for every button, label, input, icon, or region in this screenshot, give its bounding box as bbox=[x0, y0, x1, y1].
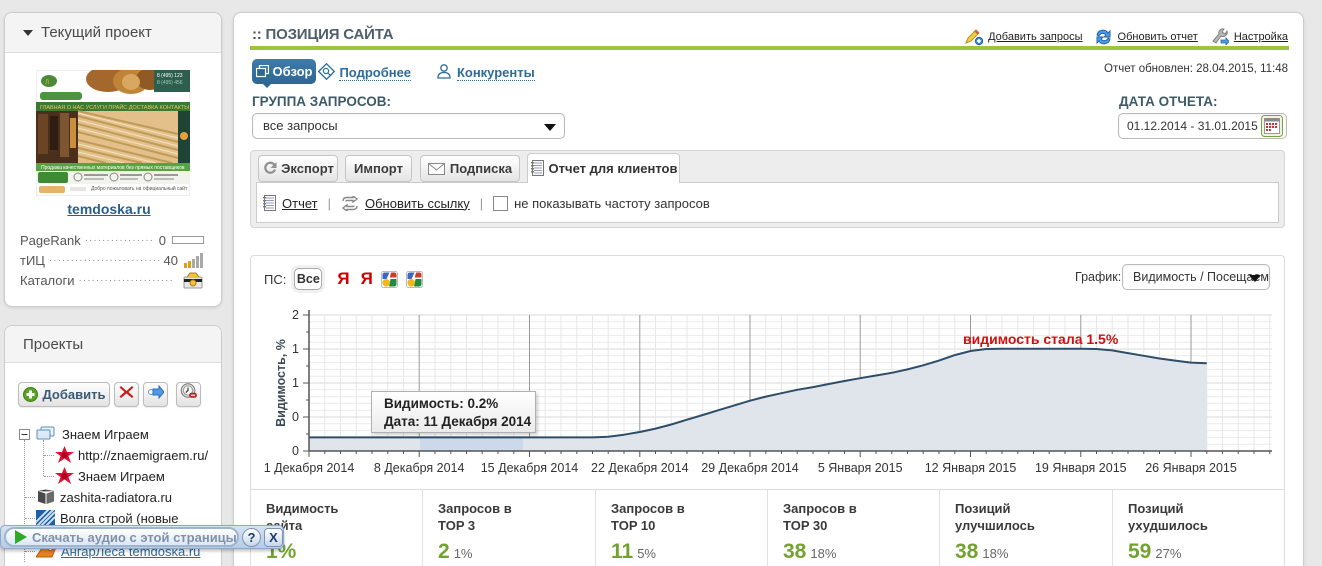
svg-text:Добро пожаловать на официальны: Добро пожаловать на официальный сайт bbox=[91, 185, 188, 192]
svg-text:2: 2 bbox=[292, 308, 299, 322]
svg-text:1: 1 bbox=[292, 342, 299, 356]
svg-text:1: 1 bbox=[292, 376, 299, 390]
svg-text:0: 0 bbox=[292, 444, 299, 458]
svg-text:22 Декабря 2014: 22 Декабря 2014 bbox=[591, 461, 689, 475]
svg-text:15 Декабря 2014: 15 Декабря 2014 bbox=[481, 461, 579, 475]
svg-text:Продажа качественных материало: Продажа качественных материалов без прям… bbox=[41, 165, 185, 171]
svg-text:5 Января 2015: 5 Января 2015 bbox=[818, 461, 903, 475]
svg-text:0: 0 bbox=[292, 410, 299, 424]
svg-text:1 Декабря 2014: 1 Декабря 2014 bbox=[264, 461, 355, 475]
svg-text:8 (495) 123: 8 (495) 123 bbox=[157, 73, 183, 79]
svg-text:ГЛАВНАЯ О НАС УСЛУГИ ПРАЙС: ГЛАВНАЯ О НАС УСЛУГИ ПРАЙС ДОСТАВКА КОНТ… bbox=[40, 103, 189, 111]
svg-text:19 Января 2015: 19 Января 2015 bbox=[1035, 461, 1127, 475]
svg-text:Видимость, %: Видимость, % bbox=[274, 339, 288, 427]
svg-text:12 Января 2015: 12 Января 2015 bbox=[925, 461, 1017, 475]
svg-text:8 (495) 456: 8 (495) 456 bbox=[157, 80, 183, 86]
svg-text:8 Декабря 2014: 8 Декабря 2014 bbox=[374, 461, 465, 475]
svg-text:26 Января 2015: 26 Января 2015 bbox=[1145, 461, 1237, 475]
svg-text:Л: Л bbox=[45, 80, 49, 86]
svg-text:29 Декабря 2014: 29 Декабря 2014 bbox=[701, 461, 799, 475]
